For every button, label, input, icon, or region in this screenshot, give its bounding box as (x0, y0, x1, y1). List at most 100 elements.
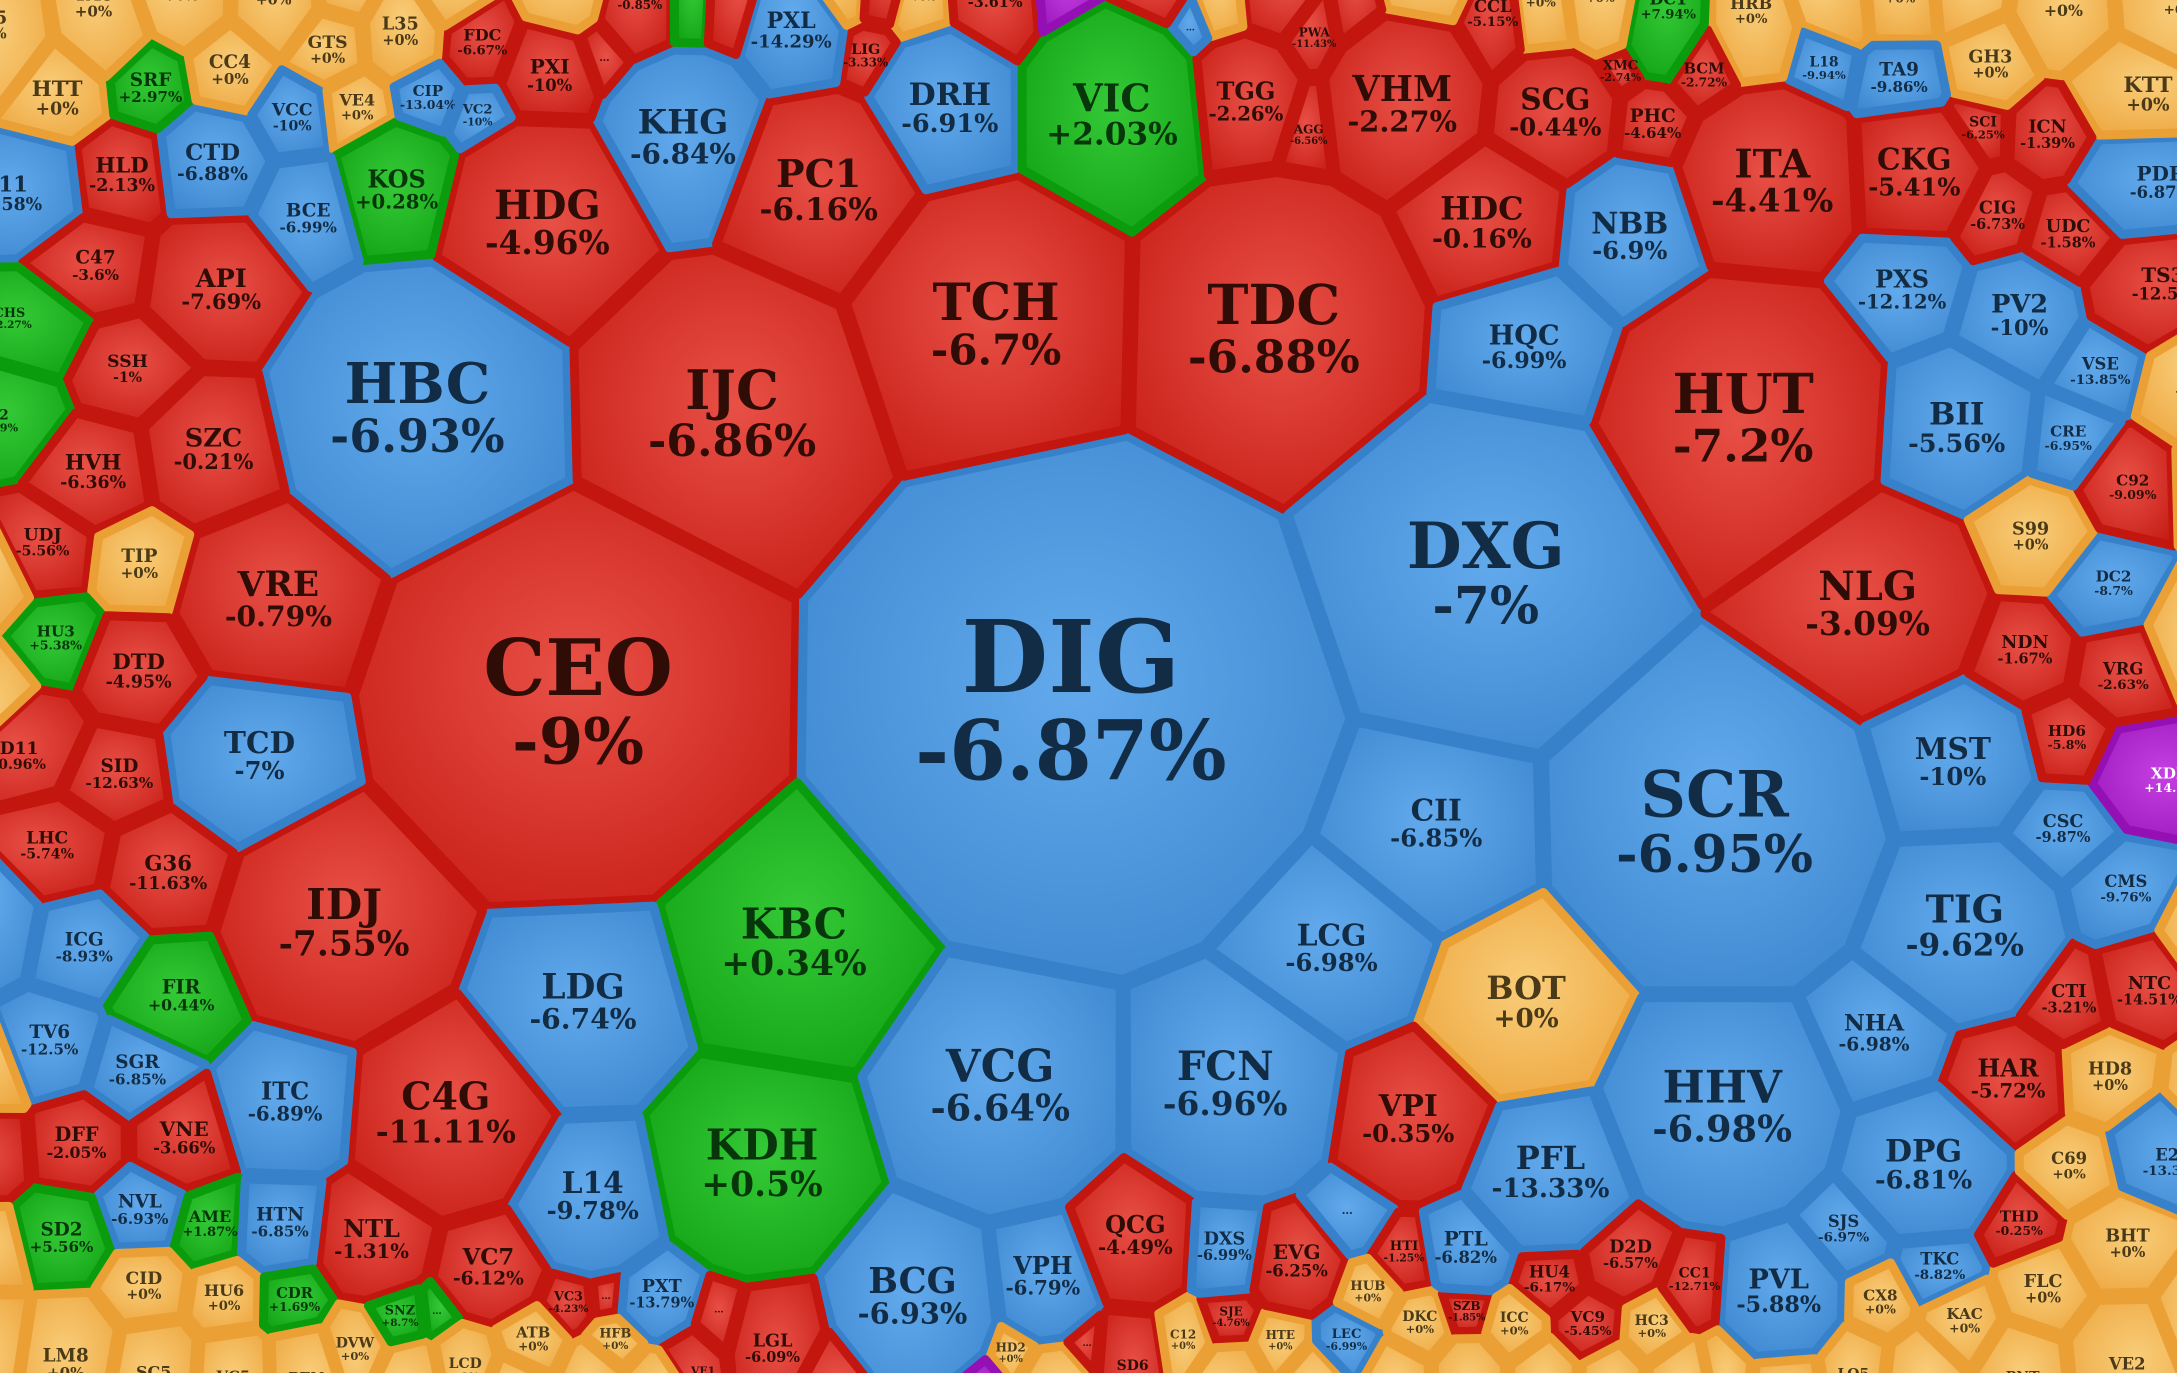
cell-shape (2061, 31, 2177, 140)
cell-shape (1429, 1334, 1509, 1373)
cell-shape (2105, 1090, 2177, 1215)
cell-shape (1240, 0, 1317, 44)
cell-shape (1883, 1320, 1972, 1373)
cell-CLG[interactable]: CLG+0% (1192, 0, 1248, 41)
cell-shape (0, 1201, 34, 1294)
cell-shape (1380, 0, 1468, 26)
cell-shape (2143, 561, 2177, 706)
cell-shape (194, 1326, 272, 1373)
cell-shape (25, 1090, 130, 1195)
cell-TL4[interactable]: TL4-5.36% (1239, 0, 1334, 44)
cell-GTH[interactable]: GTH+0% (1017, 1341, 1109, 1373)
cell-small-235[interactable] (0, 1290, 34, 1373)
cell-S12[interactable]: S12 (1167, 1341, 1269, 1373)
cell-SHG[interactable]: SHG+0% (1429, 1334, 1509, 1373)
cell-small-232[interactable] (0, 1109, 34, 1205)
cell-SJE[interactable]: SJE-4.76% (1196, 1291, 1264, 1345)
cell-shape (0, 792, 115, 905)
cell-L61[interactable]: L61+0% (1506, 1332, 1581, 1373)
cell-shape (1715, 1213, 1847, 1361)
cell-shape (1974, 1170, 2068, 1268)
cell-PXL[interactable]: PXL-14.29% (735, 0, 848, 99)
cell-shape (1281, 0, 1341, 79)
cell-shape (2069, 623, 2177, 727)
cell-shape (374, 1336, 442, 1373)
cell-small-117[interactable]: … (909, 1355, 1014, 1373)
cell-shape (2046, 530, 2177, 637)
cell-shape (577, 20, 635, 99)
cell-TDH[interactable]: TDH (1747, 1354, 1826, 1373)
cell-shape (1508, 1249, 1589, 1319)
cell-DC4[interactable]: DC4+0% (509, 0, 614, 35)
cell-small-143[interactable]: … (1697, 1325, 1756, 1373)
cell-small-234[interactable] (0, 1201, 34, 1294)
cell-IDV[interactable]: IDV+0% (1369, 0, 1491, 26)
cell-small-122[interactable]: … (1275, 1340, 1354, 1373)
cell-small-208[interactable]: … (1036, 0, 1106, 37)
cell-shape (1283, 393, 1702, 759)
cell-shape (0, 262, 94, 383)
cell-shape (169, 1172, 246, 1272)
cell-small-204[interactable]: … (1328, 0, 1387, 47)
cell-shape (1204, 834, 1443, 1051)
cell-HTN[interactable]: HTN-6.85% (237, 1174, 327, 1276)
cell-HLD[interactable]: HLD-2.13% (72, 116, 171, 232)
cell-VPC[interactable]: VPC (1577, 1339, 1648, 1373)
cell-TN[interactable]: TN+0% (2143, 559, 2177, 733)
cell-small-102[interactable]: … (588, 1272, 624, 1321)
cell-shape (947, 0, 1043, 66)
cell-small-233[interactable] (0, 1007, 32, 1113)
cell-shape (1332, 1253, 1404, 1330)
cell-small-223[interactable]: …+0% (314, 0, 394, 22)
cell-shape (170, 493, 391, 697)
cell-shape (1589, 268, 1890, 610)
cell-ND2[interactable]: ND2 (1359, 1335, 1433, 1373)
cell-shape (102, 931, 252, 1066)
cell-shape (735, 0, 848, 99)
cell-DFF[interactable]: DFF-2.05% (25, 1090, 130, 1195)
cell-small-226[interactable]: … (703, 0, 769, 59)
cell-shape (2002, 780, 2125, 889)
cell-TA9[interactable]: TA9-9.86% (1847, 40, 1951, 119)
cell-PTC[interactable]: PTC (775, 1327, 901, 1373)
cell-SD4[interactable]: SD4+0% (1881, 1320, 1972, 1373)
cell-small-205[interactable]: -3.63% (1104, 0, 1197, 29)
cell-shape (0, 635, 42, 727)
cell-shape (156, 102, 275, 219)
cell-shape (2021, 183, 2121, 287)
cell-LHG[interactable]: LHG+0% (1864, 0, 1942, 44)
cell-shape (497, 19, 604, 123)
cell-shape (1426, 266, 1623, 426)
cell-shape (1796, 949, 1958, 1112)
cell-ITA[interactable]: ITA-4.41% (1673, 80, 1861, 282)
cell-small-230[interactable]: … (0, 635, 42, 775)
cell-SJG[interactable]: SJG (356, 1336, 449, 1373)
cell-shape (1386, 136, 1569, 306)
cell-PVY[interactable]: PVY (554, 1334, 625, 1373)
cell-shape (62, 309, 203, 427)
cell-shape (259, 1264, 339, 1336)
cell-shape (2063, 1294, 2177, 1373)
cell-shape (2092, 930, 2177, 1050)
cell-shape (1249, 1192, 1351, 1320)
cell-small-229[interactable]: … (0, 490, 34, 637)
cell-shape (1938, 13, 2046, 110)
cell-VC5[interactable]: VC5+0% (194, 1326, 272, 1373)
cell-small-109[interactable]: … (472, 1352, 554, 1373)
cell-small-224[interactable]: …+0% (401, 0, 504, 31)
cell-small-238[interactable] (2151, 1217, 2177, 1373)
cell-shape (418, 1277, 464, 1341)
cell-small-237[interactable] (2159, 1017, 2177, 1161)
cell-shape (1065, 1153, 1196, 1312)
cell-shape (1949, 250, 2088, 389)
cell-shape (1121, 949, 1348, 1205)
cell-shape (1192, 0, 1248, 41)
cell-TNM[interactable]: TNM (622, 1343, 713, 1373)
cell-shape (2067, 132, 2177, 239)
cell-shape (1506, 1332, 1581, 1373)
cell-shape (595, 0, 676, 64)
cell-small-236[interactable] (2154, 837, 2177, 1010)
cell-small-228[interactable]: … (859, 0, 911, 29)
cell-HU6[interactable]: HU6+0% (183, 1255, 263, 1338)
